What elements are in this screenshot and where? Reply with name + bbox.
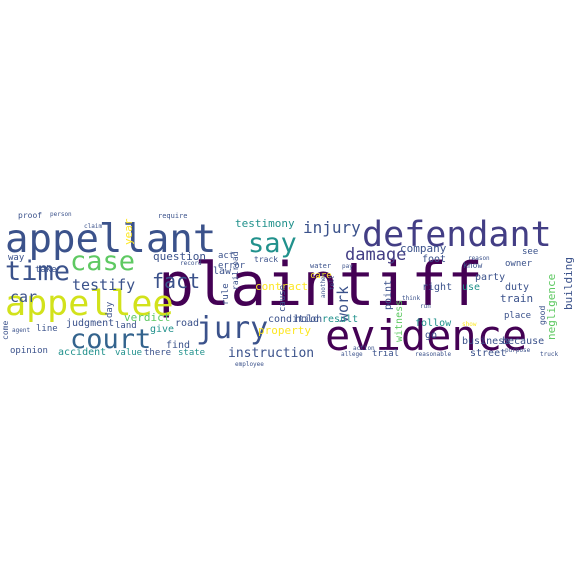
word: evidence [325, 311, 527, 360]
word: right [422, 282, 452, 293]
word: place [504, 311, 531, 321]
word: good [538, 306, 547, 325]
word: property [258, 324, 311, 337]
word: care [310, 271, 332, 281]
word: damage [345, 245, 406, 265]
word: owner [505, 259, 533, 269]
word: cause [278, 285, 288, 312]
word: follow [415, 318, 452, 329]
word: find [166, 340, 190, 351]
word: train [500, 292, 533, 305]
word: work [334, 286, 352, 322]
word: foot [422, 254, 446, 265]
word: building [562, 257, 575, 310]
word: think [402, 295, 420, 302]
word: result [322, 314, 358, 325]
word: appellee [5, 284, 174, 324]
word: reasonable [415, 351, 452, 358]
word: car [10, 288, 37, 306]
word: case [70, 246, 135, 277]
word: tell [329, 275, 336, 290]
word: instruction [228, 346, 314, 361]
word: show [462, 321, 477, 328]
word: opinion [10, 346, 48, 356]
word: truck [540, 351, 558, 358]
word: record [180, 260, 202, 267]
word: value [115, 348, 142, 358]
word: land [115, 321, 137, 331]
word: reason [468, 255, 490, 262]
word: contract [255, 280, 308, 293]
word: purpose [505, 347, 531, 354]
word: state [178, 348, 205, 358]
word: allege [341, 351, 363, 358]
word: there [144, 348, 171, 358]
word: business [462, 336, 510, 347]
word: jury [196, 311, 268, 346]
word: require [158, 212, 188, 220]
word: testimony [235, 217, 295, 230]
word: witness [394, 300, 405, 342]
word: proof [18, 211, 42, 220]
word: water [310, 262, 331, 270]
word: track [254, 255, 278, 264]
word: testify [72, 276, 135, 294]
word: action [353, 345, 375, 352]
word: error [218, 261, 246, 271]
word: year [122, 218, 135, 245]
word: claim [84, 223, 102, 230]
word: day [105, 301, 115, 318]
word: say [248, 228, 297, 259]
word: because [502, 336, 544, 347]
word: appellant [5, 217, 216, 262]
word: party [475, 272, 505, 283]
word: accident [58, 347, 106, 358]
word: run [420, 303, 431, 310]
word: another [320, 272, 327, 298]
word: road [175, 318, 199, 329]
word: pay [342, 263, 353, 270]
word: condition [268, 314, 322, 325]
word: point [383, 280, 394, 310]
word: injury [303, 218, 361, 237]
word: judgment [66, 318, 114, 329]
word: plaintiff [158, 250, 483, 320]
word: use [462, 282, 480, 293]
word: way [8, 253, 25, 263]
word: agent [12, 327, 30, 334]
word: employee [235, 361, 264, 368]
word: question [153, 250, 206, 263]
word: give [150, 324, 174, 335]
word: court [70, 324, 151, 355]
word: rule [221, 283, 231, 305]
word: defendant [362, 215, 552, 255]
word: person [50, 211, 72, 218]
word: act [218, 251, 234, 261]
word: time [5, 256, 70, 287]
word: know [463, 261, 482, 270]
word: see [522, 247, 538, 257]
word: street [470, 348, 506, 359]
word: take [35, 265, 57, 275]
word: negligence [545, 274, 558, 340]
word: law [213, 266, 232, 277]
word: hold [295, 314, 319, 325]
word: go [425, 330, 437, 341]
word: company [400, 242, 447, 255]
word: line [36, 324, 58, 334]
word: fact [152, 269, 200, 293]
word: verdict [124, 311, 170, 324]
word: come [1, 321, 10, 340]
word: trial [372, 349, 399, 359]
word: duty [505, 282, 529, 293]
word: railroad [231, 251, 240, 290]
